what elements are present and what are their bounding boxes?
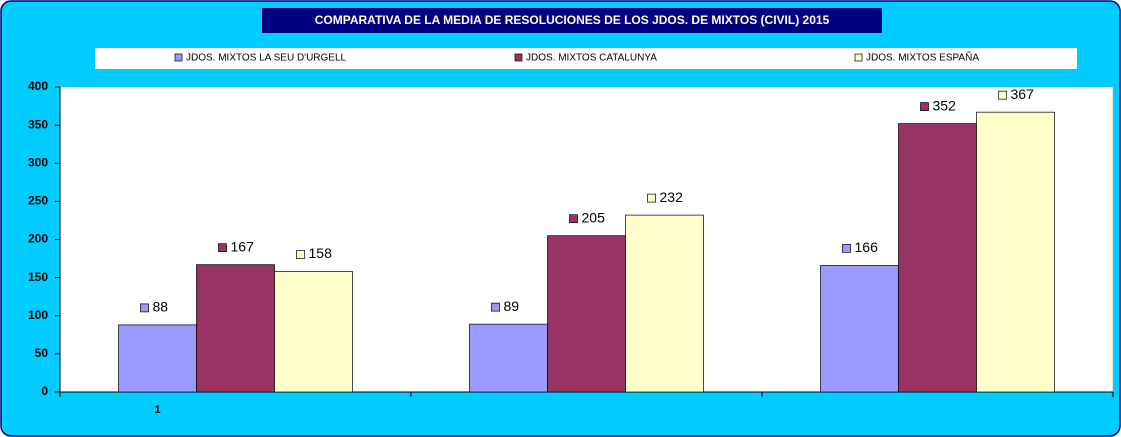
value-label: 232 (660, 189, 684, 205)
y-tick-label: 300 (28, 155, 48, 169)
y-tick-label: 0 (41, 384, 48, 398)
bar (274, 271, 353, 393)
bar (898, 123, 977, 393)
title-box (262, 8, 882, 33)
value-label-swatch (920, 102, 929, 111)
value-label: 205 (582, 209, 606, 225)
legend-label: JDOS. MIXTOS CATALUNYA (526, 53, 657, 64)
bar (547, 235, 626, 393)
value-label: 166 (855, 239, 879, 255)
value-label-swatch (569, 214, 578, 224)
value-label-swatch (998, 90, 1007, 100)
value-label: 367 (1011, 86, 1035, 102)
bar (118, 324, 197, 393)
value-label-swatch (842, 244, 851, 253)
chart-title: COMPARATIVA DE LA MEDIA DE RESOLUCIONES … (315, 13, 830, 27)
y-tick-label: 400 (28, 79, 48, 93)
y-tick-label: 50 (35, 346, 49, 360)
value-label-swatch (647, 193, 656, 203)
y-tick-label: 100 (28, 308, 48, 322)
y-tick-label: 350 (28, 117, 48, 131)
legend-swatch (854, 53, 863, 62)
bar (625, 214, 704, 393)
bar (196, 264, 275, 393)
value-label-swatch (140, 303, 149, 313)
value-label: 167 (231, 238, 255, 254)
value-label: 158 (309, 245, 333, 261)
value-label-swatch (491, 302, 500, 312)
legend-label: JDOS. MIXTOS LA SEU D'URGELL (186, 53, 347, 64)
bar (976, 111, 1055, 393)
legend-swatch (174, 53, 183, 62)
legend-swatch (514, 53, 523, 62)
bar (820, 265, 899, 393)
value-label: 88 (153, 299, 169, 315)
legend-box (95, 48, 1077, 69)
value-label: 352 (933, 97, 957, 113)
bar (469, 323, 548, 393)
value-label-swatch (296, 250, 305, 259)
value-label: 89 (504, 298, 520, 314)
y-tick-label: 200 (28, 232, 48, 246)
legend-label: JDOS. MIXTOS ESPAÑA (866, 51, 979, 64)
x-tick-label: 1 (154, 404, 160, 416)
y-tick-label: 250 (28, 194, 48, 208)
value-label-swatch (218, 243, 227, 253)
y-tick-label: 150 (28, 270, 48, 284)
